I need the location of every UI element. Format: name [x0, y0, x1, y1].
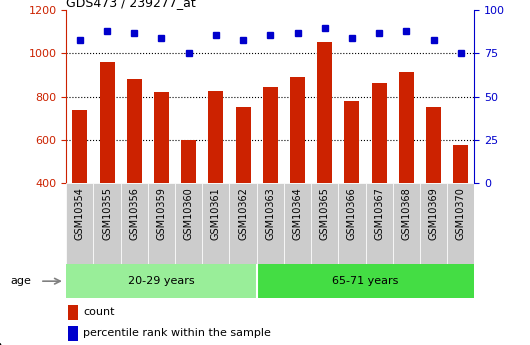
- Bar: [257, 183, 284, 264]
- Text: GDS473 / 239277_at: GDS473 / 239277_at: [66, 0, 196, 9]
- Text: GSM10368: GSM10368: [401, 187, 411, 240]
- Bar: [393, 183, 420, 264]
- Bar: [399, 72, 414, 269]
- Text: GSM10369: GSM10369: [429, 187, 438, 240]
- Bar: [344, 101, 359, 269]
- Bar: [229, 183, 257, 264]
- Bar: [93, 183, 121, 264]
- Bar: [208, 91, 223, 269]
- Bar: [66, 183, 93, 264]
- Text: GSM10360: GSM10360: [184, 187, 193, 240]
- Text: GSM10356: GSM10356: [129, 187, 139, 240]
- Bar: [148, 183, 175, 264]
- Bar: [175, 183, 202, 264]
- Text: GSM10355: GSM10355: [102, 187, 112, 240]
- Bar: [154, 92, 169, 269]
- Bar: [236, 107, 251, 269]
- Bar: [311, 183, 338, 264]
- Text: GSM10354: GSM10354: [75, 187, 85, 240]
- Text: GSM10370: GSM10370: [456, 187, 466, 240]
- Bar: [317, 42, 332, 269]
- Text: 20-29 years: 20-29 years: [128, 276, 195, 286]
- Text: percentile rank within the sample: percentile rank within the sample: [83, 328, 271, 338]
- Bar: [181, 140, 196, 269]
- Text: GSM10359: GSM10359: [156, 187, 166, 240]
- Bar: [100, 62, 114, 269]
- Text: GSM10367: GSM10367: [374, 187, 384, 240]
- Text: GSM10365: GSM10365: [320, 187, 330, 240]
- Text: 65-71 years: 65-71 years: [332, 276, 399, 286]
- Bar: [453, 145, 468, 269]
- Bar: [290, 77, 305, 269]
- Bar: [263, 87, 278, 269]
- Bar: [121, 183, 148, 264]
- Text: GSM10366: GSM10366: [347, 187, 357, 240]
- Bar: [284, 183, 311, 264]
- Bar: [66, 264, 257, 298]
- Bar: [447, 183, 474, 264]
- Bar: [68, 305, 78, 320]
- Text: GSM10364: GSM10364: [293, 187, 303, 240]
- Text: GSM10361: GSM10361: [211, 187, 221, 240]
- Bar: [426, 107, 441, 269]
- Text: GSM10363: GSM10363: [266, 187, 275, 240]
- Text: GSM10362: GSM10362: [238, 187, 248, 240]
- Text: count: count: [83, 307, 114, 317]
- Bar: [73, 110, 87, 269]
- Text: age: age: [11, 276, 31, 286]
- Bar: [202, 183, 229, 264]
- Bar: [257, 264, 474, 298]
- Bar: [366, 183, 393, 264]
- Bar: [338, 183, 366, 264]
- Bar: [420, 183, 447, 264]
- Bar: [68, 326, 78, 341]
- Bar: [372, 82, 386, 269]
- Bar: [127, 79, 142, 269]
